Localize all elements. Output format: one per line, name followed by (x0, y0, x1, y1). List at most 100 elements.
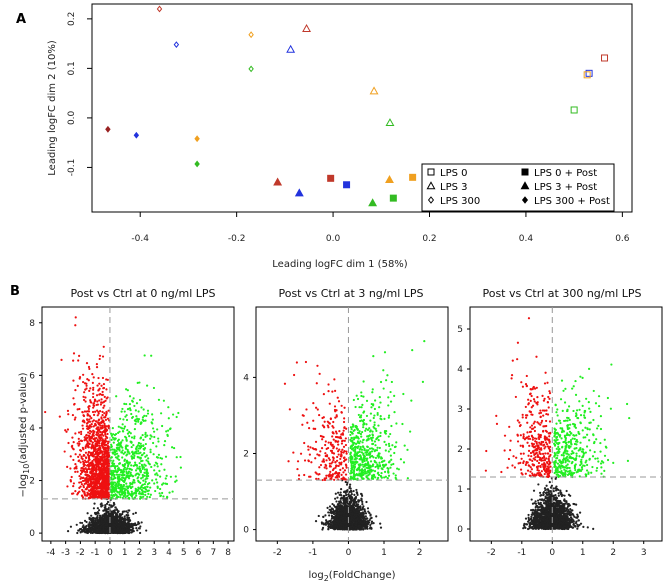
down-gene-point (92, 432, 95, 435)
down-gene-point (98, 399, 101, 402)
up-gene-point (141, 416, 145, 419)
up-gene-point (138, 462, 141, 465)
mds-x-tick-label: -0.2 (228, 234, 246, 244)
up-gene-point (134, 469, 138, 472)
down-gene-point (72, 352, 76, 355)
down-gene-point (82, 373, 85, 376)
down-gene-point (94, 468, 97, 472)
down-gene-point (74, 490, 77, 493)
down-gene-point (101, 390, 104, 394)
up-gene-point (112, 441, 115, 444)
ns-gene-point (330, 514, 334, 517)
ns-gene-point (357, 519, 360, 522)
down-gene-point (66, 428, 70, 431)
up-gene-point (131, 399, 134, 402)
legend-label: LPS 3 (440, 182, 468, 193)
up-gene-point (132, 478, 135, 482)
up-gene-point (131, 450, 134, 453)
ns-gene-point (82, 527, 86, 531)
down-gene-point (92, 437, 95, 441)
ns-gene-point (326, 506, 329, 509)
up-gene-point (135, 402, 139, 405)
up-gene-point (144, 486, 147, 489)
down-gene-point (102, 420, 105, 423)
ns-gene-point (344, 480, 347, 484)
down-gene-point (67, 441, 70, 445)
down-gene-point (58, 415, 61, 418)
up-gene-point (125, 454, 128, 457)
volcano-x-tick-label: 4 (166, 548, 172, 558)
mds-x-tick-label: 0.4 (519, 234, 534, 244)
down-gene-point (87, 442, 90, 445)
down-gene-point (82, 463, 85, 466)
up-gene-point (134, 489, 137, 492)
ns-gene-point (113, 511, 116, 514)
up-gene-point (128, 452, 131, 455)
up-gene-point (128, 395, 132, 398)
up-gene-point (169, 475, 173, 478)
up-gene-point (118, 493, 121, 496)
down-gene-point (81, 466, 84, 470)
down-gene-point (103, 412, 106, 415)
down-gene-point (84, 446, 87, 449)
down-gene-point (87, 451, 90, 454)
up-gene-point (160, 412, 163, 415)
up-gene-point (138, 473, 141, 476)
down-gene-point (92, 392, 95, 395)
up-gene-point (138, 381, 141, 384)
down-gene-point (101, 431, 104, 434)
up-gene-point (162, 399, 165, 402)
up-gene-point (121, 427, 124, 430)
down-gene-point (69, 455, 72, 458)
up-gene-point (145, 488, 148, 491)
down-gene-point (105, 388, 108, 391)
down-gene-point (84, 488, 87, 491)
up-gene-point (144, 490, 147, 494)
down-gene-point (70, 492, 74, 495)
down-gene-point (76, 408, 79, 411)
legend-marker (427, 196, 435, 204)
up-gene-point (174, 475, 177, 478)
ns-gene-point (77, 529, 80, 532)
up-gene-point (165, 430, 168, 433)
ns-gene-point (88, 526, 92, 529)
down-gene-point (78, 490, 81, 493)
down-gene-point (66, 409, 70, 412)
up-gene-point (173, 446, 176, 450)
ns-gene-point (353, 503, 356, 507)
ns-gene-point (96, 511, 100, 514)
ns-gene-point (125, 514, 128, 517)
down-gene-point (100, 489, 103, 492)
ns-gene-point (106, 517, 109, 520)
up-gene-point (164, 482, 167, 485)
ns-gene-point (112, 517, 115, 520)
ns-gene-point (111, 514, 114, 518)
up-gene-point (135, 452, 139, 455)
up-gene-point (139, 492, 142, 495)
down-gene-point (80, 494, 84, 497)
ns-gene-point (123, 515, 126, 518)
down-gene-point (81, 488, 84, 492)
up-gene-point (111, 426, 114, 430)
down-gene-point (102, 495, 105, 499)
up-gene-point (123, 463, 126, 467)
legend-marker (426, 181, 436, 190)
up-gene-point (122, 430, 125, 433)
down-gene-point (88, 462, 91, 465)
down-gene-point (85, 418, 89, 421)
up-gene-point (158, 469, 161, 472)
up-gene-point (125, 488, 128, 491)
up-gene-point (126, 429, 129, 432)
ns-gene-point (379, 526, 383, 529)
down-gene-point (99, 403, 102, 406)
down-gene-point (96, 384, 99, 387)
ns-gene-point (92, 507, 96, 510)
up-gene-point (129, 486, 133, 490)
up-gene-point (124, 493, 127, 497)
ns-gene-point (105, 531, 108, 534)
down-gene-point (86, 480, 89, 483)
volcano-x-tick-label: 6 (196, 548, 202, 558)
up-gene-point (136, 455, 139, 459)
down-gene-point (92, 434, 95, 437)
